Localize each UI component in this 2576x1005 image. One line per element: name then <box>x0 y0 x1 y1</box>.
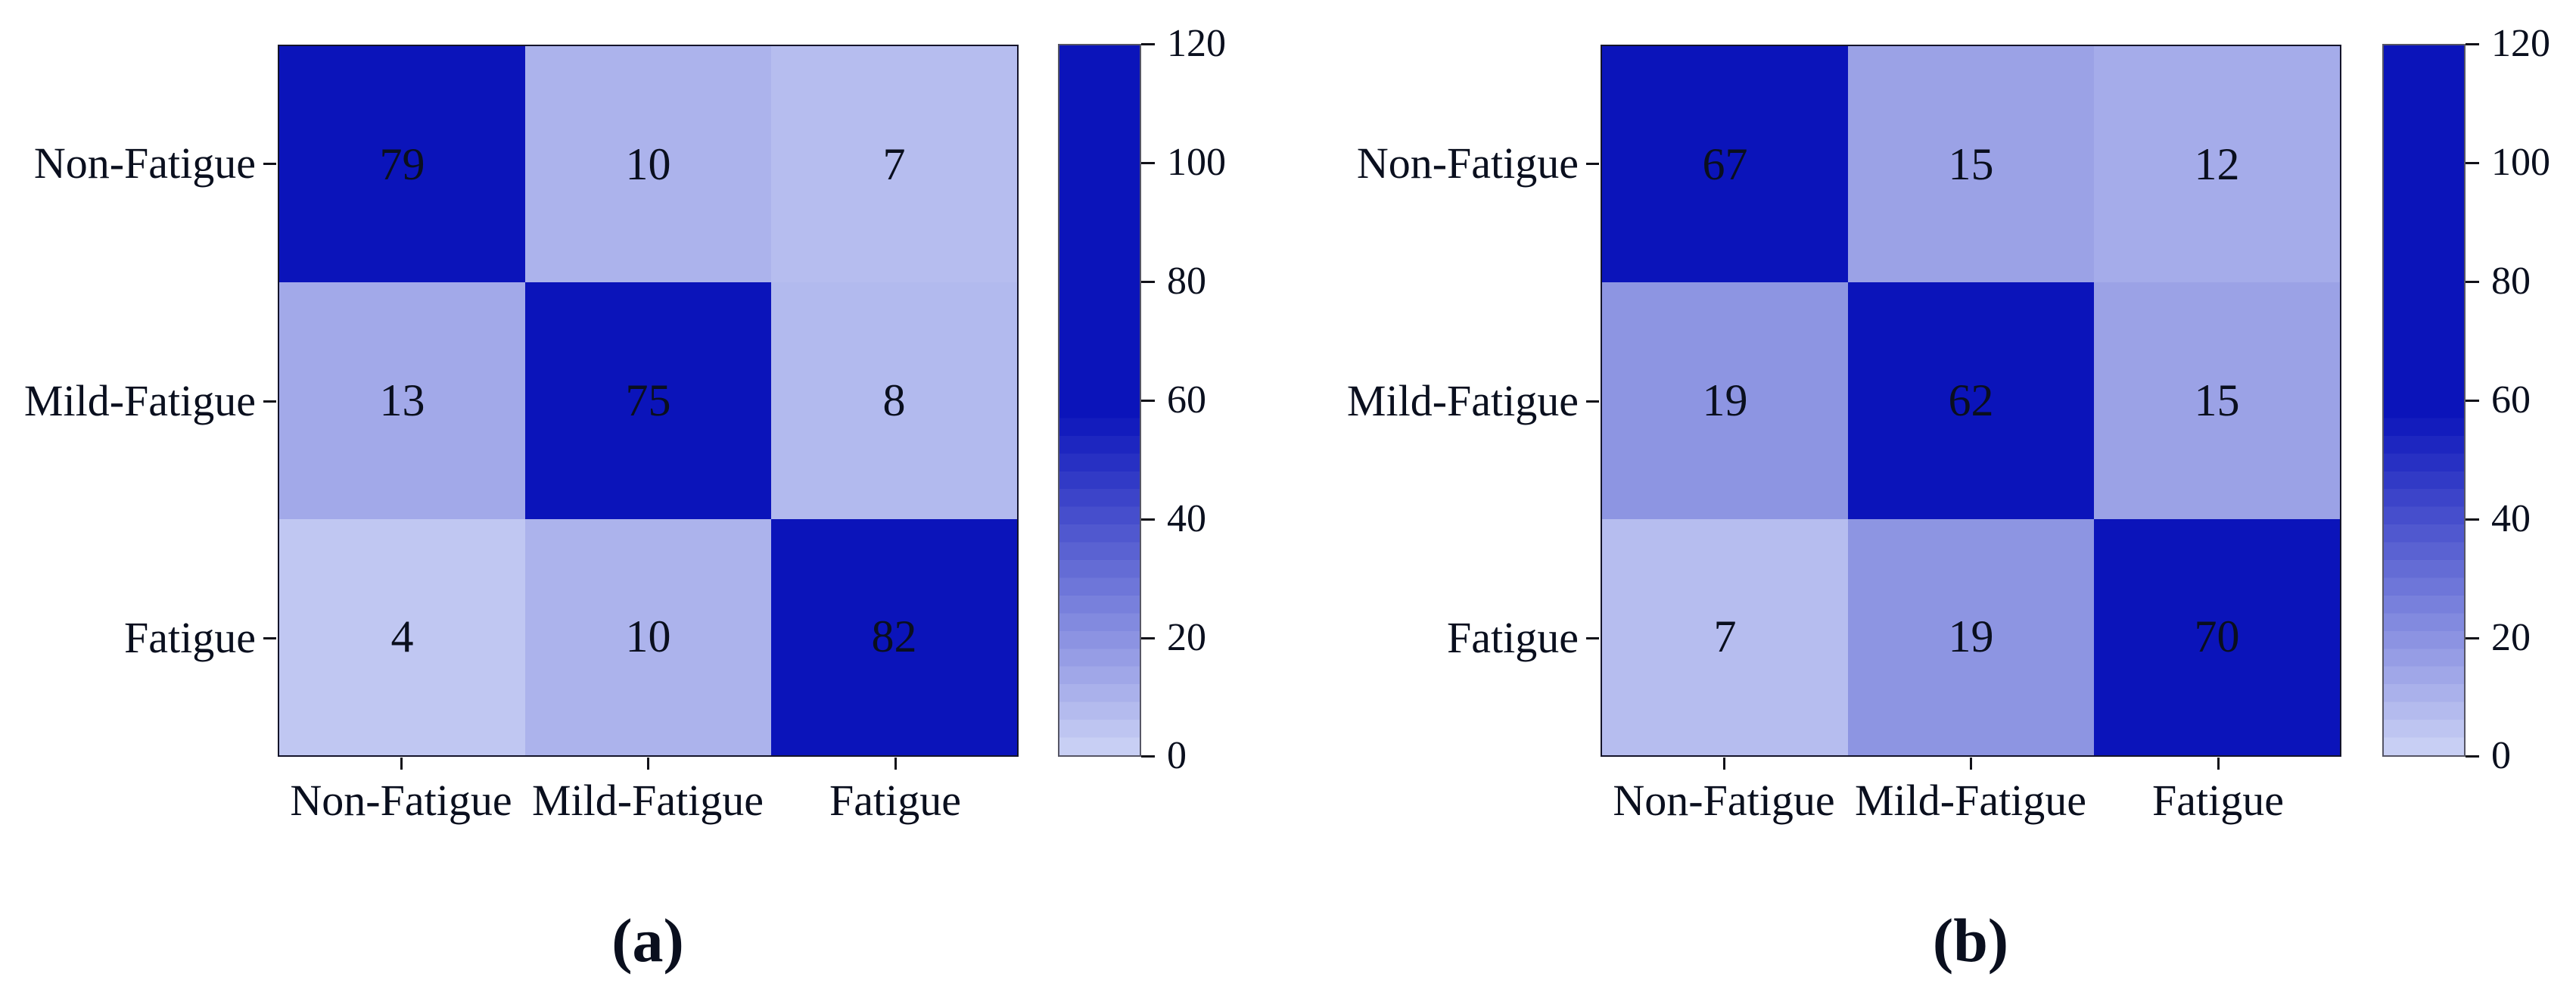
colorbar-tick-mark <box>2466 281 2479 283</box>
matrix-cell: 15 <box>2094 282 2340 519</box>
matrix-cell: 67 <box>1602 46 1848 283</box>
matrix-cell: 10 <box>525 46 771 283</box>
x-tick-mark <box>400 758 403 770</box>
y-tick-mark <box>263 163 276 165</box>
y-tick-mark <box>1586 163 1599 165</box>
colorbar-tick-label: 100 <box>2491 141 2550 184</box>
colorbar-tick-mark <box>2466 755 2479 758</box>
colorbar-tick-mark <box>1141 281 1155 283</box>
colorbar-tick-mark <box>1141 755 1155 758</box>
colorbar-tick-label: 0 <box>2491 734 2511 777</box>
colorbar-tick-mark <box>1141 162 1155 164</box>
matrix-cell: 7 <box>1602 518 1848 755</box>
colorbar-tick-label: 80 <box>1167 260 1206 303</box>
colorbar-tick-label: 40 <box>2491 497 2531 540</box>
x-tick-label: Fatigue <box>2152 776 2284 825</box>
x-tick-label: Mild-Fatigue <box>531 776 764 825</box>
y-tick-label: Mild-Fatigue <box>1346 376 1579 425</box>
colorbar-tick-label: 60 <box>2491 378 2531 422</box>
colorbar-tick-label: 0 <box>1167 734 1187 777</box>
colorbar-tick-label: 60 <box>1167 378 1206 422</box>
x-tick-label: Mild-Fatigue <box>1854 776 2087 825</box>
colorbar-tick-mark <box>2466 400 2479 402</box>
colorbar-tick-label: 80 <box>2491 260 2531 303</box>
colorbar-tick-label: 120 <box>2491 22 2550 65</box>
matrix-cell: 62 <box>1848 282 2094 519</box>
matrix-cell: 12 <box>2094 46 2340 283</box>
y-tick-mark <box>263 400 276 403</box>
matrix-cell: 15 <box>1848 46 2094 283</box>
y-tick-label: Mild-Fatigue <box>23 376 256 425</box>
panel-caption-b: (b) <box>1932 906 2009 975</box>
colorbar-tick-mark <box>2466 43 2479 45</box>
matrix-cell: 13 <box>279 282 525 519</box>
x-tick-mark <box>894 758 897 770</box>
x-tick-mark <box>1970 758 1972 770</box>
matrix-cell: 79 <box>279 46 525 283</box>
matrix-cell: 4 <box>279 518 525 755</box>
y-tick-mark <box>1586 400 1599 403</box>
colorbar-tick-mark <box>1141 637 1155 639</box>
matrix-cell: 7 <box>771 46 1017 283</box>
colorbar-tick-mark <box>2466 518 2479 521</box>
confusion-matrix-a: 79 10 7 13 75 8 4 10 82 <box>278 45 1019 757</box>
y-tick-label: Fatigue <box>1447 613 1579 662</box>
x-tick-mark <box>2217 758 2220 770</box>
colorbar <box>1058 44 1141 757</box>
x-tick-label: Non-Fatigue <box>1613 776 1835 825</box>
matrix-cell: 19 <box>1602 282 1848 519</box>
panel-caption-a: (a) <box>611 906 684 975</box>
y-tick-mark <box>263 637 276 639</box>
matrix-cell: 8 <box>771 282 1017 519</box>
x-tick-label: Fatigue <box>829 776 961 825</box>
colorbar-tick-label: 120 <box>1167 22 1226 65</box>
y-tick-label: Non-Fatigue <box>33 138 256 188</box>
y-tick-label: Fatigue <box>124 613 256 662</box>
colorbar <box>2382 44 2466 757</box>
matrix-cell: 70 <box>2094 518 2340 755</box>
y-tick-mark <box>1586 637 1599 639</box>
matrix-cell: 82 <box>771 518 1017 755</box>
x-tick-mark <box>1723 758 1725 770</box>
matrix-cell: 75 <box>525 282 771 519</box>
confusion-matrix-b: 67 15 12 19 62 15 7 19 70 <box>1601 45 2341 757</box>
x-tick-label: Non-Fatigue <box>290 776 512 825</box>
matrix-cell: 19 <box>1848 518 2094 755</box>
colorbar-tick-label: 40 <box>1167 497 1206 540</box>
colorbar-tick-label: 20 <box>2491 616 2531 659</box>
colorbar-tick-mark <box>1141 400 1155 402</box>
y-tick-label: Non-Fatigue <box>1356 138 1579 188</box>
colorbar-tick-mark <box>1141 43 1155 45</box>
colorbar-tick-mark <box>1141 518 1155 521</box>
matrix-cell: 10 <box>525 518 771 755</box>
colorbar-tick-mark <box>2466 162 2479 164</box>
colorbar-tick-label: 20 <box>1167 616 1206 659</box>
colorbar-tick-mark <box>2466 637 2479 639</box>
x-tick-mark <box>647 758 649 770</box>
colorbar-tick-label: 100 <box>1167 141 1226 184</box>
